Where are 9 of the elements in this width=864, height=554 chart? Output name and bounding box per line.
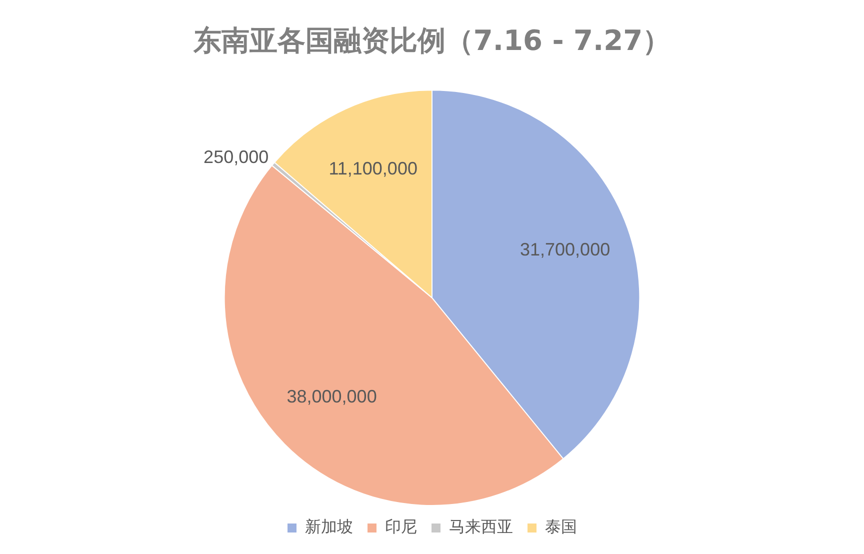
legend-label: 新加坡 bbox=[305, 517, 353, 536]
data-label: 38,000,000 bbox=[286, 386, 377, 406]
data-label: 11,100,000 bbox=[328, 158, 418, 178]
data-label: 250,000 bbox=[204, 147, 269, 167]
legend-label: 印尼 bbox=[385, 517, 417, 536]
chart-title: 东南亚各国融资比例（7.16 - 7.27） bbox=[192, 24, 671, 58]
data-label: 31,700,000 bbox=[520, 239, 610, 260]
legend-label: 马来西亚 bbox=[449, 517, 513, 536]
legend-label: 泰国 bbox=[545, 517, 577, 536]
